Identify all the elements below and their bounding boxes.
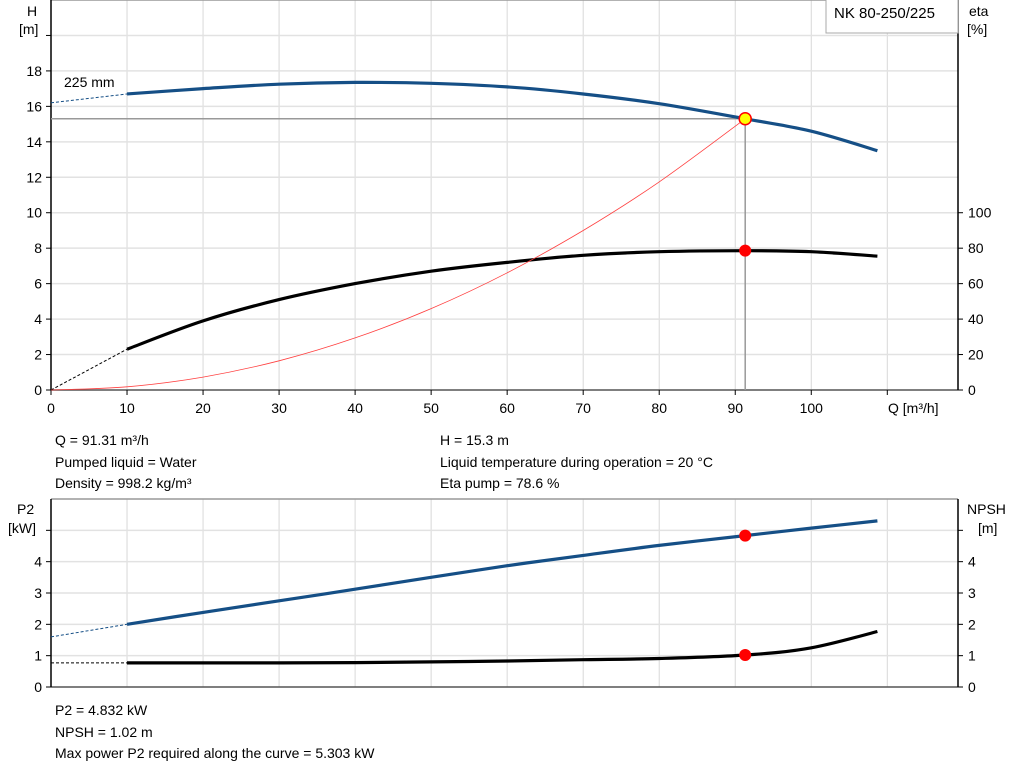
upper-x-tick-label: 50 — [423, 400, 439, 416]
info-p2: P2 = 4.832 kW — [55, 702, 148, 718]
upper-left-tick-label: 4 — [34, 311, 42, 327]
upper-left-tick-label: 6 — [34, 276, 42, 292]
lower-right-tick-label: 0 — [968, 679, 976, 695]
upper-x-tick-label: 30 — [271, 400, 287, 416]
upper-x-tick-label: 0 — [47, 400, 55, 416]
upper-x-tick-label: 100 — [800, 400, 824, 416]
upper-x-tick-label: 70 — [575, 400, 591, 416]
eta-axis-label: eta — [969, 3, 989, 19]
upper-left-tick-label: 0 — [34, 382, 42, 398]
eta-axis-unit: [%] — [967, 21, 988, 37]
P2-curve-extrapolated — [50, 623, 128, 638]
upper-left-tick-label: 8 — [34, 240, 42, 256]
info-npsh: NPSH = 1.02 m — [55, 724, 153, 740]
lower-right-tick-label: 4 — [968, 554, 976, 570]
info-q: Q = 91.31 m³/h — [55, 432, 149, 448]
upper-right-tick-label: 20 — [968, 347, 984, 363]
upper-left-tick-label: 12 — [26, 169, 42, 185]
npsh-axis-unit: [m] — [978, 520, 998, 536]
eta-curve — [126, 249, 878, 351]
p2-duty-point — [739, 529, 752, 542]
upper-left-tick-label: 2 — [34, 347, 42, 363]
lower-left-tick-label: 0 — [34, 679, 42, 695]
upper-left-tick-label: 10 — [26, 205, 42, 221]
lower-right-tick-label: 2 — [968, 616, 976, 632]
legend-box — [825, 0, 959, 34]
NPSH-curve — [127, 629, 878, 665]
info-temp: Liquid temperature during operation = 20… — [440, 454, 713, 470]
eta-duty-point — [739, 244, 752, 257]
upper-right-tick-label: 0 — [968, 382, 976, 398]
info-max-p2: Max power P2 required along the curve = … — [55, 745, 375, 761]
upper-right-tick-label: 80 — [968, 240, 984, 256]
npsh-axis-label: NPSH — [967, 501, 1006, 517]
upper-x-tick-label: 20 — [195, 400, 211, 416]
info-h: H = 15.3 m — [440, 432, 509, 448]
info-density: Density = 998.2 kg/m³ — [55, 475, 192, 491]
upper-right-tick-label: 100 — [968, 205, 992, 221]
lower-right-tick-label: 1 — [968, 648, 976, 664]
upper-x-tick-label: 80 — [651, 400, 667, 416]
npsh-duty-point — [739, 649, 752, 662]
upper-x-tick-label: 40 — [347, 400, 363, 416]
lower-left-tick-label: 3 — [34, 585, 42, 601]
upper-x-tick-label: 90 — [727, 400, 743, 416]
lower-left-tick-label: 2 — [34, 616, 42, 632]
p2-axis-unit: [kW] — [8, 520, 36, 536]
pump-model-legend: NK 80-250/225 — [834, 5, 935, 22]
q-axis-label: Q [m³/h] — [888, 400, 939, 416]
info-eta: Eta pump = 78.6 % — [440, 475, 560, 491]
upper-left-tick-label: 14 — [26, 134, 42, 150]
P2-curve — [126, 519, 878, 626]
upper-left-tick-label: 16 — [26, 98, 42, 114]
p2-axis-label: P2 — [17, 501, 35, 517]
eta-curve-extrapolated — [50, 348, 128, 391]
upper-x-tick-label: 60 — [499, 400, 515, 416]
upper-left-tick-label: 18 — [26, 63, 42, 79]
info-liquid: Pumped liquid = Water — [55, 454, 197, 470]
impeller-diameter-label: 225 mm — [64, 74, 115, 90]
lower-right-tick-label: 3 — [968, 585, 976, 601]
head-duty-point — [738, 112, 752, 126]
h-axis-unit: [m] — [19, 21, 39, 37]
upper-right-tick-label: 40 — [968, 311, 984, 327]
system-curve — [50, 118, 746, 391]
H-curve-extrapolated — [50, 93, 128, 104]
h-axis-label: H — [27, 3, 38, 19]
lower-left-tick-label: 4 — [34, 554, 42, 570]
upper-right-tick-label: 60 — [968, 276, 984, 292]
H-curve — [126, 80, 878, 153]
upper-x-tick-label: 10 — [119, 400, 135, 416]
lower-left-tick-label: 1 — [34, 648, 42, 664]
